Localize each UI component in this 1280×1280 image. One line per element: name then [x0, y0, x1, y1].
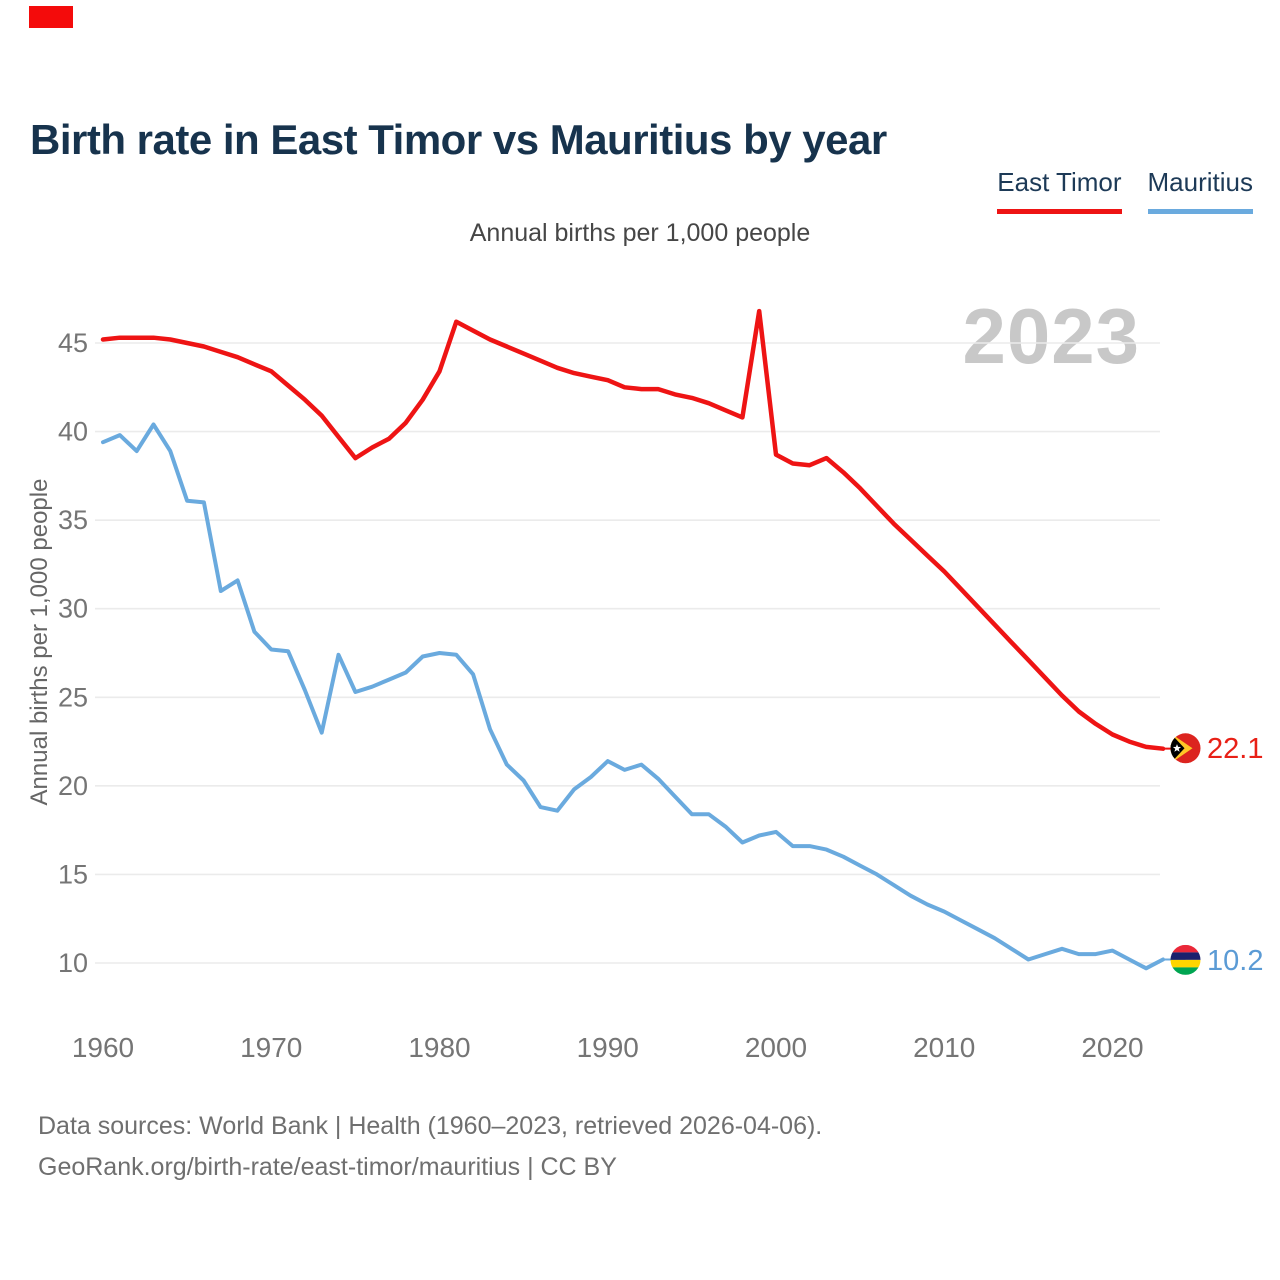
- x-tick-label: 1990: [577, 1032, 639, 1063]
- y-tick-label: 25: [58, 682, 88, 712]
- y-tick-label: 20: [58, 771, 88, 801]
- y-axis-tick-labels: 45 40 35 30 25 20 15 10: [58, 328, 88, 978]
- legend: East Timor Mauritius: [997, 167, 1253, 214]
- footer: Data sources: World Bank | Health (1960–…: [38, 1106, 822, 1188]
- y-tick-label: 30: [58, 594, 88, 624]
- x-tick-label: 1970: [240, 1032, 302, 1063]
- series-line-east-timor: [100, 308, 1166, 751]
- x-tick-label: 2020: [1081, 1032, 1143, 1063]
- series-lines: [100, 308, 1186, 971]
- x-tick-label: 1980: [408, 1032, 470, 1063]
- legend-label: East Timor: [997, 167, 1122, 197]
- east-timor-flag-icon: [1170, 733, 1201, 764]
- red-marker: [29, 6, 73, 28]
- y-tick-label: 45: [58, 328, 88, 358]
- east-timor-end-value: 22.1: [1207, 733, 1264, 765]
- legend-item-mauritius[interactable]: Mauritius: [1147, 167, 1253, 214]
- y-tick-label: 15: [58, 859, 88, 889]
- gridlines: [95, 342, 1160, 964]
- y-tick-label: 10: [58, 948, 88, 978]
- page-title: Birth rate in East Timor vs Mauritius by…: [30, 116, 887, 164]
- mauritius-end-value: 10.2: [1207, 945, 1264, 977]
- x-axis-tick-labels: 1960 1970 1980 1990 2000 2010 2020: [72, 1032, 1144, 1063]
- mauritius-flag-icon: [1170, 944, 1201, 975]
- y-tick-label: 35: [58, 505, 88, 535]
- chart-subtitle: Annual births per 1,000 people: [469, 219, 811, 247]
- x-tick-label: 2000: [745, 1032, 807, 1063]
- x-tick-label: 2010: [913, 1032, 975, 1063]
- x-tick-label: 1960: [72, 1032, 134, 1063]
- y-tick-label: 40: [58, 417, 88, 447]
- legend-label: Mauritius: [1147, 167, 1253, 197]
- footer-attribution: GeoRank.org/birth-rate/east-timor/maurit…: [38, 1153, 617, 1181]
- series-line-mauritius: [101, 422, 1165, 971]
- footer-sources: Data sources: World Bank | Health (1960–…: [38, 1112, 823, 1140]
- legend-item-east-timor[interactable]: East Timor: [997, 167, 1122, 214]
- watermark-year: 2023: [962, 292, 1140, 380]
